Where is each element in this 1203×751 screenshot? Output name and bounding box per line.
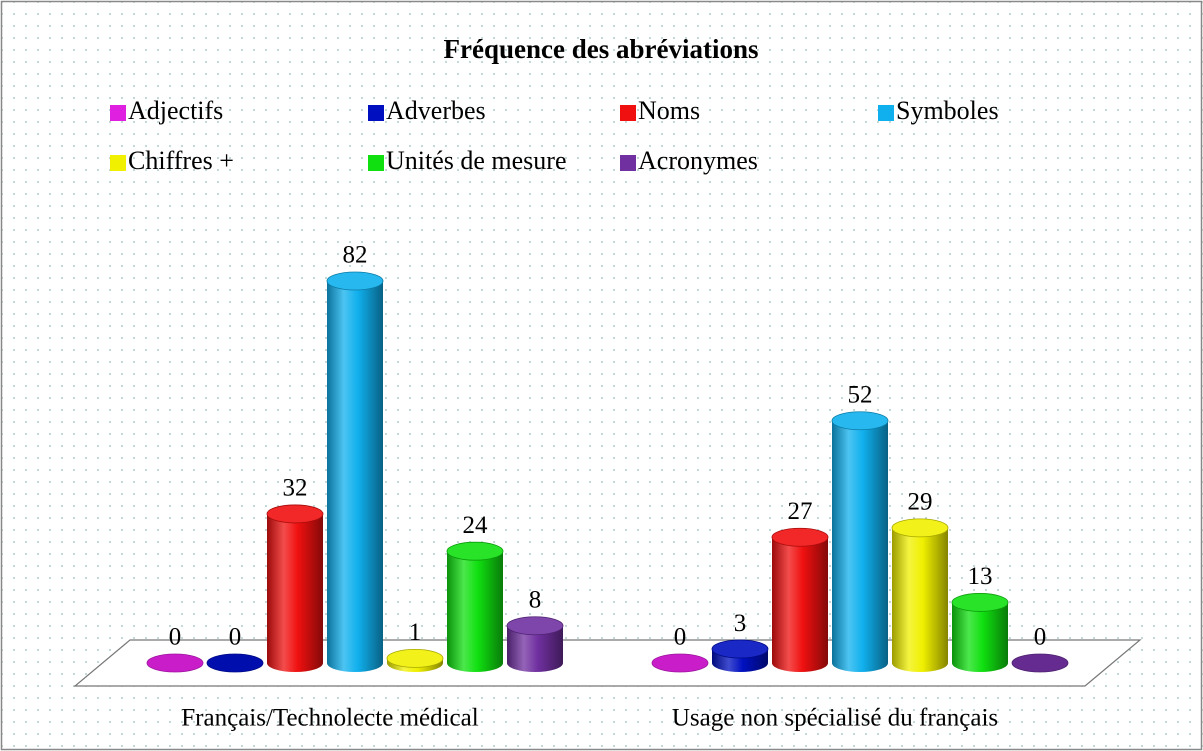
bar-top bbox=[206, 653, 264, 673]
bar bbox=[952, 602, 1008, 672]
x-tick-label: Usage non spécialisé du français bbox=[672, 705, 998, 732]
bar bbox=[892, 527, 948, 672]
bar bbox=[327, 281, 383, 672]
bar-top bbox=[711, 639, 769, 659]
bar bbox=[507, 625, 563, 672]
bar-top bbox=[651, 653, 709, 673]
data-label: 0 bbox=[229, 624, 242, 651]
data-label: 0 bbox=[1034, 624, 1047, 651]
legend-swatch bbox=[110, 105, 126, 121]
data-label: 27 bbox=[788, 498, 813, 525]
legend-label: Noms bbox=[638, 96, 700, 125]
bar-top bbox=[326, 271, 384, 291]
data-label: 13 bbox=[968, 563, 993, 590]
legend-label: Adjectifs bbox=[128, 96, 223, 125]
legend-swatch bbox=[620, 105, 636, 121]
bar-top bbox=[446, 541, 504, 561]
bar-top bbox=[506, 616, 564, 636]
bar-top bbox=[1011, 653, 1069, 673]
data-label: 0 bbox=[169, 624, 182, 651]
bar-top bbox=[891, 518, 949, 538]
data-label: 0 bbox=[674, 624, 687, 651]
bar-top bbox=[771, 527, 829, 547]
data-label: 29 bbox=[908, 489, 933, 516]
bar bbox=[832, 420, 888, 672]
legend-swatch bbox=[368, 155, 384, 171]
legend-swatch bbox=[110, 155, 126, 171]
data-label: 1 bbox=[409, 619, 422, 646]
data-label: 8 bbox=[529, 586, 542, 613]
legend-swatch bbox=[368, 105, 384, 121]
bar-top bbox=[951, 593, 1009, 612]
x-tick-label: Français/Technolecte médical bbox=[181, 705, 478, 732]
legend-swatch bbox=[878, 105, 894, 121]
bar bbox=[772, 537, 828, 672]
legend-label: Chiffres + bbox=[128, 146, 234, 175]
data-label: 52 bbox=[848, 381, 873, 408]
bar bbox=[267, 513, 323, 672]
legend-label: Symboles bbox=[896, 96, 999, 125]
bar-top bbox=[386, 648, 444, 668]
bar bbox=[447, 551, 503, 672]
bar-top bbox=[831, 411, 889, 431]
bar-top bbox=[146, 653, 204, 673]
legend-label: Adverbes bbox=[386, 96, 486, 125]
chart-title: Fréquence des abréviations bbox=[444, 34, 759, 64]
data-label: 24 bbox=[463, 512, 489, 539]
data-label: 82 bbox=[343, 242, 368, 269]
legend-label: Acronymes bbox=[638, 146, 758, 175]
data-label: 3 bbox=[734, 610, 747, 637]
data-label: 32 bbox=[283, 475, 308, 502]
legend-swatch bbox=[620, 155, 636, 171]
legend-label: Unités de mesure bbox=[386, 146, 567, 175]
bar-top bbox=[266, 504, 324, 524]
